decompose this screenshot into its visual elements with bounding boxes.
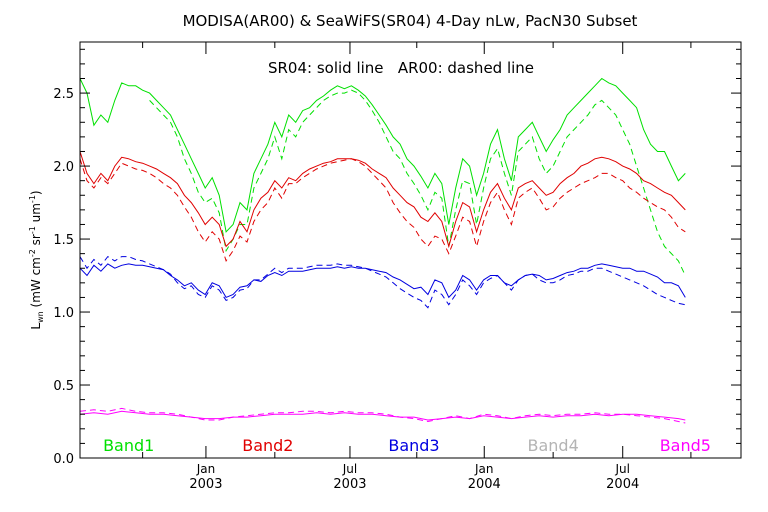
x-tick-label-year: 2004 bbox=[468, 477, 501, 492]
x-tick-label-month: Jul bbox=[614, 462, 629, 476]
y-axis-label-rest: (mW cm bbox=[29, 257, 43, 311]
x-tick-label-month: Jan bbox=[196, 462, 216, 476]
y-tick-label: 0.0 bbox=[53, 452, 74, 467]
chart-title: MODISA(AR00) & SeaWiFS(SR04) 4-Day nLw, … bbox=[183, 12, 638, 30]
y-tick-label: 1.5 bbox=[53, 233, 74, 248]
x-tick-label-month: Jul bbox=[342, 462, 357, 476]
y-tick-label: 1.0 bbox=[53, 306, 74, 321]
band-label-band4: Band4 bbox=[528, 436, 579, 455]
series-line-band5-sr04 bbox=[79, 410, 686, 421]
series-line-band1-sr04 bbox=[79, 77, 686, 233]
x-tick-label-year: 2003 bbox=[333, 477, 366, 492]
y-axis-label-sub: wn bbox=[36, 311, 45, 323]
series-line-band2-sr04 bbox=[79, 151, 686, 249]
band-label-band5: Band5 bbox=[660, 436, 711, 455]
y-axis-label-end: ) bbox=[29, 190, 43, 195]
chart-subtitle: SR04: solid line AR00: dashed line bbox=[268, 59, 534, 77]
series-line-band2-ar00 bbox=[79, 158, 686, 263]
y-axis-label-mid2: um bbox=[29, 203, 43, 226]
x-tick-label-year: 2003 bbox=[189, 477, 222, 492]
axes-layer: 0.00.51.01.52.02.5Jan2003Jul2003Jan2004J… bbox=[53, 41, 742, 492]
y-axis-label-exp1: -2 bbox=[28, 249, 37, 257]
x-tick-label-month: Jan bbox=[474, 462, 494, 476]
band-labels: Band1 Band2 Band3 Band4 Band5 bbox=[103, 436, 711, 455]
x-tick-label-year: 2004 bbox=[606, 477, 639, 492]
y-tick-label: 2.5 bbox=[53, 87, 74, 102]
y-axis-label-exp2: -1 bbox=[28, 226, 37, 234]
series-line-band5-ar00 bbox=[79, 407, 686, 424]
y-axis-label-main: L bbox=[29, 323, 43, 330]
band-label-band2: Band2 bbox=[242, 436, 293, 455]
y-tick-label: 0.5 bbox=[53, 379, 74, 394]
y-axis-label-exp3: -1 bbox=[28, 195, 37, 203]
plot-frame bbox=[79, 41, 742, 459]
series-line-band1-ar00 bbox=[149, 89, 686, 276]
series-layer bbox=[79, 77, 686, 424]
band-label-band3: Band3 bbox=[388, 436, 439, 455]
y-axis-label-mid: sr bbox=[29, 234, 43, 249]
band-label-band1: Band1 bbox=[103, 436, 154, 455]
series-line-band3-sr04 bbox=[79, 263, 686, 299]
y-axis-label: Lwn (mW cm-2 sr-1 um-1) bbox=[28, 190, 45, 329]
y-tick-label: 2.0 bbox=[53, 160, 74, 175]
